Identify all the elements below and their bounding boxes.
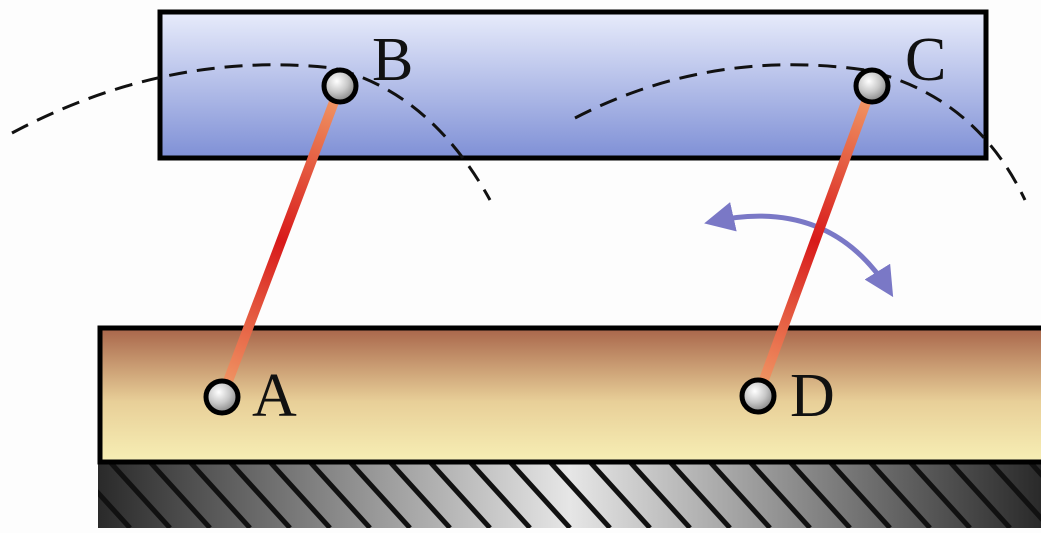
hatch-line — [828, 462, 892, 528]
trajectory-arc-b — [11, 63, 492, 201]
coupler-link-body — [157, 9, 989, 161]
joint-label-d: D — [790, 362, 835, 430]
hatch-line — [988, 462, 1041, 522]
hatch-line — [188, 462, 252, 528]
hatch-line — [628, 462, 692, 528]
hatch-line — [108, 462, 172, 528]
hatch-line — [228, 462, 292, 528]
trajectory-arc-c — [574, 63, 1027, 201]
pin-joint-icon — [203, 378, 241, 416]
joint-label-c: C — [905, 26, 946, 94]
joint-label-b: B — [372, 26, 413, 94]
hatch-line — [588, 462, 652, 528]
hatch-line — [148, 462, 212, 528]
hatch-line — [308, 462, 372, 528]
hatch-line — [508, 462, 572, 528]
hatch-line — [948, 462, 1012, 528]
joint-label-a: A — [252, 362, 297, 430]
hatch-line — [548, 462, 612, 528]
hatch-line — [268, 462, 332, 528]
hatched-ground-icon — [98, 462, 1041, 528]
pin-joint-icon — [321, 67, 359, 105]
link-ab — [217, 81, 345, 402]
pin-joint-icon — [853, 67, 891, 105]
hatch-line — [348, 462, 412, 528]
hatch-line — [668, 462, 732, 528]
hatch-line — [388, 462, 452, 528]
hatch-line — [1028, 462, 1041, 478]
hatch-line — [868, 462, 932, 528]
hatch-line — [748, 462, 812, 528]
hatch-line — [428, 462, 492, 528]
hatch-line — [708, 462, 772, 528]
pin-joint-icon — [739, 377, 777, 415]
ground-link-body — [97, 325, 1041, 465]
double-arrow-icon — [704, 202, 894, 298]
hatch-line — [98, 489, 132, 528]
hatch-line — [788, 462, 852, 528]
hatch-line — [468, 462, 532, 528]
link-dc — [753, 81, 877, 401]
hatch-line — [908, 462, 972, 528]
